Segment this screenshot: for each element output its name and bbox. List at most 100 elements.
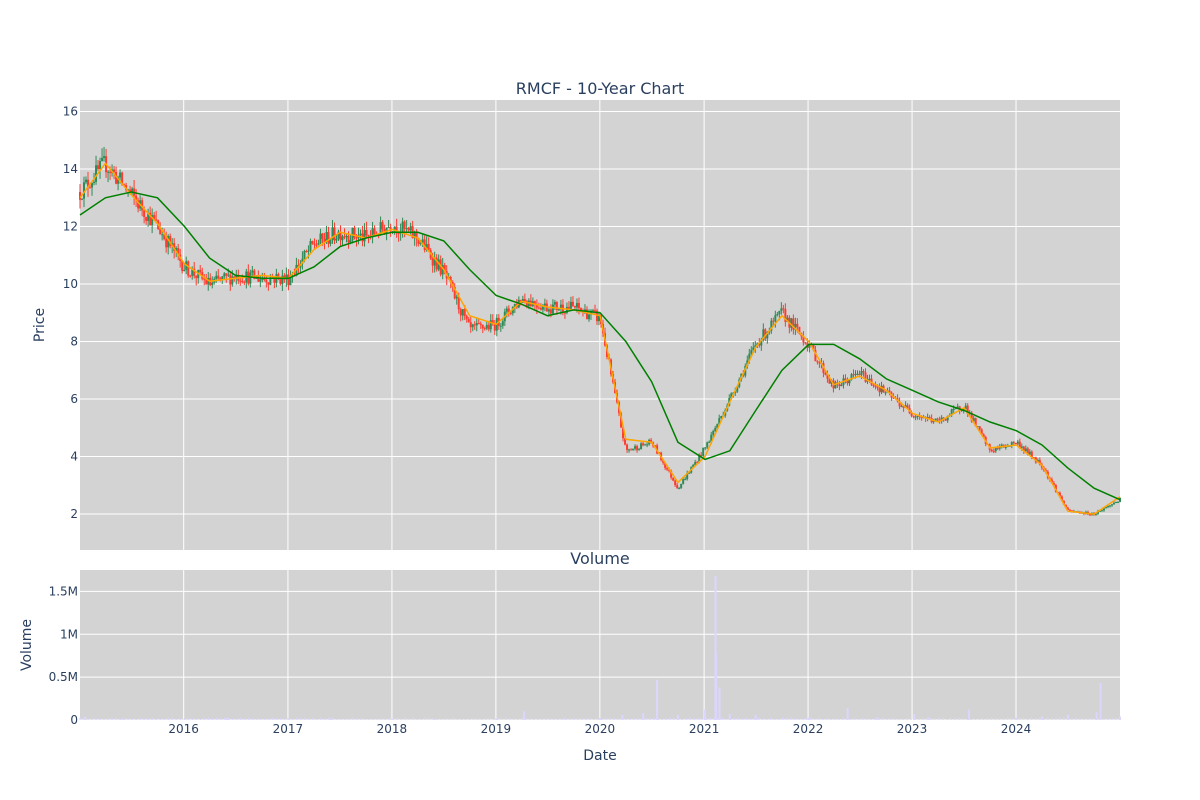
candle-body bbox=[640, 443, 643, 450]
candle bbox=[501, 317, 504, 329]
candle bbox=[794, 317, 797, 336]
candle-body bbox=[686, 473, 689, 480]
volume-bar bbox=[264, 718, 266, 720]
candle-body bbox=[467, 319, 470, 323]
volume-bar bbox=[741, 718, 744, 720]
candle-body bbox=[1102, 508, 1105, 511]
candle-body bbox=[267, 282, 270, 285]
date-tick-label: 2020 bbox=[585, 722, 616, 736]
candle-body bbox=[177, 247, 180, 255]
candle-body bbox=[776, 313, 779, 316]
volume-tick-label: 1M bbox=[60, 627, 78, 641]
candle-body bbox=[884, 392, 887, 394]
candle-body bbox=[85, 179, 88, 183]
volume-bar bbox=[954, 717, 956, 720]
candle bbox=[465, 314, 468, 323]
candle-body bbox=[636, 446, 639, 451]
candle-body bbox=[575, 303, 578, 308]
candle-body bbox=[772, 320, 775, 322]
candle bbox=[341, 234, 344, 246]
volume-bar bbox=[380, 718, 382, 720]
candle-body bbox=[281, 275, 284, 284]
volume-bar bbox=[505, 717, 507, 720]
volume-bar bbox=[946, 719, 948, 720]
candle bbox=[774, 310, 777, 328]
candle-body bbox=[1030, 451, 1033, 458]
candle bbox=[507, 305, 510, 317]
candle bbox=[780, 302, 783, 315]
candle bbox=[499, 323, 502, 332]
candle bbox=[397, 231, 400, 242]
candle bbox=[644, 443, 647, 446]
candle-body bbox=[587, 314, 590, 320]
candle bbox=[481, 324, 484, 334]
volume-bar bbox=[332, 717, 334, 720]
candle-body bbox=[93, 181, 96, 183]
volume-bar bbox=[1031, 718, 1033, 720]
candle-body bbox=[932, 420, 935, 423]
candle-body bbox=[97, 165, 100, 169]
candle-body bbox=[189, 275, 192, 277]
candle-body bbox=[155, 219, 158, 221]
volume-bar bbox=[392, 718, 394, 720]
candle bbox=[990, 448, 993, 453]
candle bbox=[912, 415, 915, 419]
candle-body bbox=[439, 259, 442, 275]
volume-bar bbox=[139, 717, 141, 720]
candle-body bbox=[680, 483, 683, 489]
candle-body bbox=[215, 275, 218, 279]
candle-body bbox=[1100, 510, 1103, 512]
candle-body bbox=[491, 320, 494, 324]
candle bbox=[151, 208, 154, 234]
volume-bar bbox=[159, 718, 161, 720]
candle-body bbox=[892, 397, 895, 399]
volume-bar bbox=[701, 718, 703, 720]
candle bbox=[339, 225, 342, 246]
candle bbox=[461, 308, 464, 321]
candle-body bbox=[539, 307, 542, 310]
candle bbox=[97, 160, 100, 171]
candle bbox=[467, 316, 470, 323]
candle bbox=[720, 415, 723, 419]
candle-body bbox=[696, 462, 699, 464]
candle-body bbox=[277, 274, 280, 278]
candle-body bbox=[784, 309, 787, 322]
candle-body bbox=[265, 279, 268, 283]
candle-body bbox=[285, 274, 288, 280]
candle-body bbox=[714, 427, 717, 432]
candle bbox=[902, 405, 905, 412]
candle-body bbox=[459, 309, 462, 316]
candle-body bbox=[950, 409, 953, 416]
volume-bar bbox=[83, 717, 85, 720]
candle-body bbox=[305, 250, 308, 252]
candle-body bbox=[547, 309, 550, 312]
candle-body bbox=[1104, 507, 1107, 509]
candle-body bbox=[976, 426, 979, 428]
candle-body bbox=[359, 233, 362, 235]
candle-body bbox=[856, 373, 859, 375]
candle-body bbox=[852, 374, 855, 376]
volume-bar bbox=[842, 717, 844, 720]
candle bbox=[640, 442, 643, 450]
volume-bar bbox=[240, 717, 242, 720]
candle bbox=[187, 260, 190, 278]
candle bbox=[632, 448, 635, 451]
candle-body bbox=[509, 312, 512, 314]
candle bbox=[471, 323, 474, 332]
candle bbox=[217, 269, 220, 280]
volume-bar bbox=[886, 718, 888, 720]
candle-body bbox=[1112, 502, 1115, 505]
candle bbox=[223, 272, 226, 280]
candle bbox=[371, 221, 374, 244]
volume-bar bbox=[384, 718, 386, 720]
volume-bar bbox=[396, 717, 398, 720]
volume-bar bbox=[529, 718, 531, 720]
volume-bar bbox=[99, 718, 101, 720]
candle-body bbox=[654, 445, 657, 447]
candle bbox=[137, 197, 140, 213]
candle-body bbox=[173, 243, 176, 252]
candle-body bbox=[992, 451, 995, 453]
candle-body bbox=[593, 310, 596, 312]
candle-body bbox=[1094, 513, 1097, 515]
volume-bar bbox=[340, 719, 342, 720]
